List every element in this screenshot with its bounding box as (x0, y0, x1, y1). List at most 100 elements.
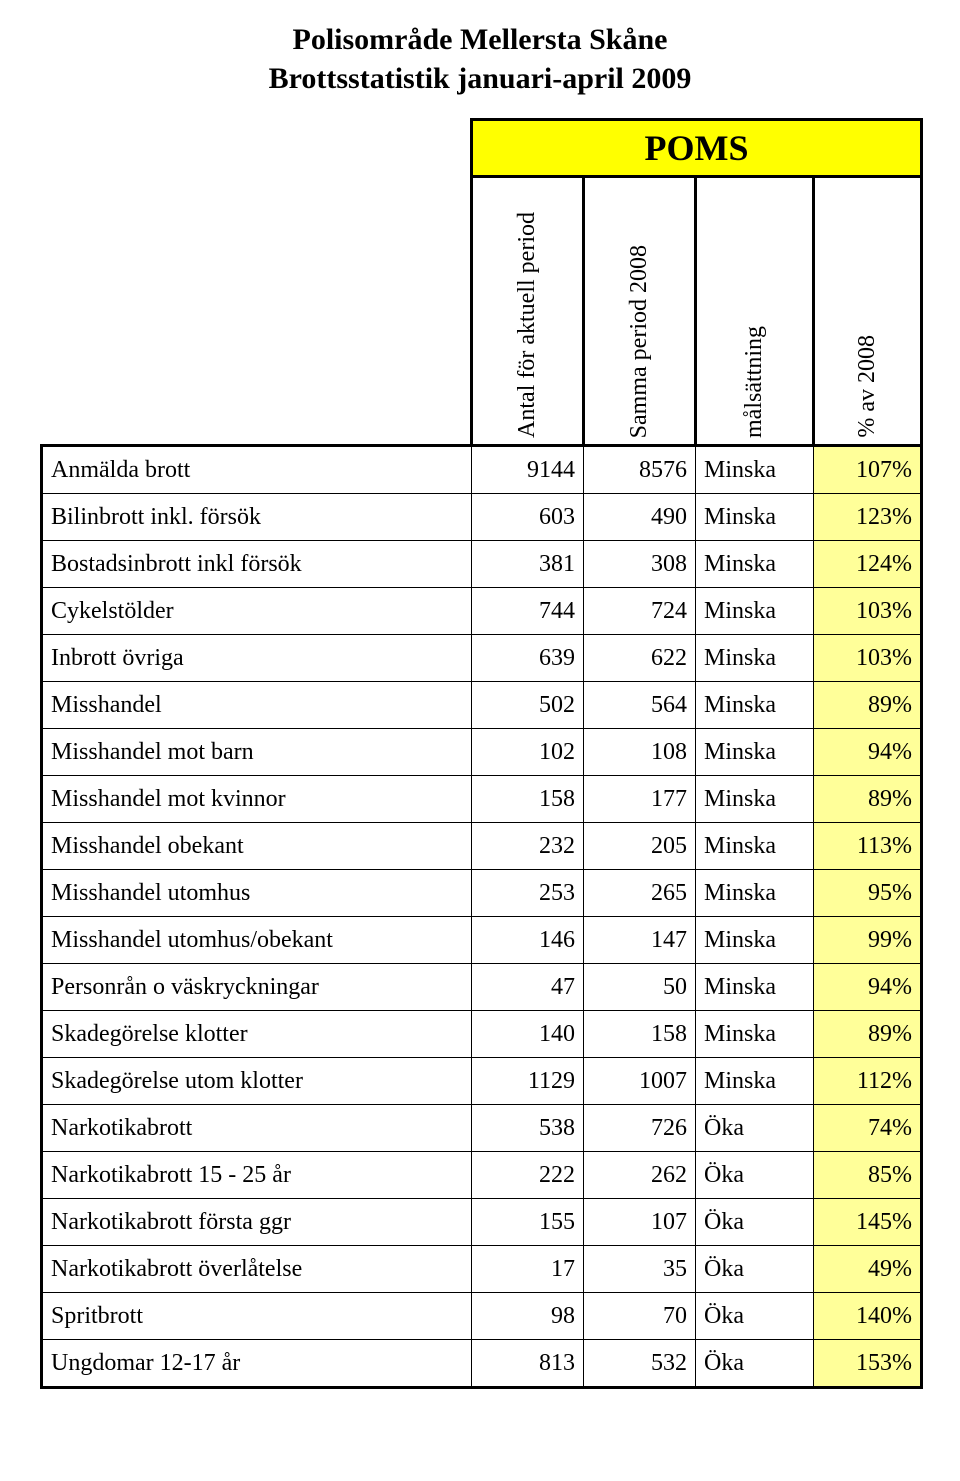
row-percent: 113% (814, 823, 922, 870)
row-value-current: 98 (472, 1293, 584, 1340)
header-blank (42, 177, 472, 446)
row-goal: Minska (696, 823, 814, 870)
row-label: Narkotikabrott överlåtelse (42, 1246, 472, 1293)
row-value-prev: 205 (584, 823, 696, 870)
row-value-current: 140 (472, 1011, 584, 1058)
row-percent: 89% (814, 682, 922, 729)
row-percent: 153% (814, 1340, 922, 1388)
header-row: Antal för aktuell period Samma period 20… (42, 177, 922, 446)
row-goal: Minska (696, 635, 814, 682)
row-value-current: 9144 (472, 446, 584, 494)
row-value-prev: 265 (584, 870, 696, 917)
header-col-3: målsättning (696, 177, 814, 446)
row-goal: Öka (696, 1340, 814, 1388)
table-row: Narkotikabrott 15 - 25 år222262Öka85% (42, 1152, 922, 1199)
row-percent: 145% (814, 1199, 922, 1246)
row-percent: 124% (814, 541, 922, 588)
row-goal: Öka (696, 1199, 814, 1246)
row-goal: Öka (696, 1293, 814, 1340)
row-value-prev: 147 (584, 917, 696, 964)
stats-table: POMS Antal för aktuell period Samma peri… (40, 118, 923, 1389)
row-goal: Minska (696, 964, 814, 1011)
row-goal: Minska (696, 1011, 814, 1058)
title-line-1: Polisområde Mellersta Skåne (40, 20, 920, 59)
row-label: Anmälda brott (42, 446, 472, 494)
table-row: Narkotikabrott första ggr155107Öka145% (42, 1199, 922, 1246)
row-value-current: 381 (472, 541, 584, 588)
row-percent: 99% (814, 917, 922, 964)
header-label: Samma period 2008 (626, 241, 653, 438)
table-row: Misshandel utomhus/obekant146147Minska99… (42, 917, 922, 964)
title-block: Polisområde Mellersta Skåne Brottsstatis… (40, 20, 920, 98)
row-percent: 140% (814, 1293, 922, 1340)
row-goal: Minska (696, 1058, 814, 1105)
table-row: Misshandel502564Minska89% (42, 682, 922, 729)
row-goal: Minska (696, 776, 814, 823)
row-percent: 103% (814, 635, 922, 682)
row-value-prev: 177 (584, 776, 696, 823)
row-percent: 95% (814, 870, 922, 917)
row-goal: Minska (696, 588, 814, 635)
banner-cell: POMS (472, 120, 922, 177)
row-label: Skadegörelse utom klotter (42, 1058, 472, 1105)
table-row: Bilinbrott inkl. försök603490Minska123% (42, 494, 922, 541)
row-percent: 103% (814, 588, 922, 635)
row-label: Bostadsinbrott inkl försök (42, 541, 472, 588)
header-label: målsättning (741, 322, 768, 438)
row-value-prev: 724 (584, 588, 696, 635)
table-row: Skadegörelse klotter140158Minska89% (42, 1011, 922, 1058)
row-value-prev: 622 (584, 635, 696, 682)
header-col-2: Samma period 2008 (584, 177, 696, 446)
row-value-current: 538 (472, 1105, 584, 1152)
header-label: Antal för aktuell period (514, 208, 541, 438)
table-row: Cykelstölder744724Minska103% (42, 588, 922, 635)
row-goal: Öka (696, 1105, 814, 1152)
row-percent: 94% (814, 964, 922, 1011)
row-value-prev: 308 (584, 541, 696, 588)
row-label: Narkotikabrott första ggr (42, 1199, 472, 1246)
row-value-current: 1129 (472, 1058, 584, 1105)
row-value-prev: 107 (584, 1199, 696, 1246)
table-row: Spritbrott9870Öka140% (42, 1293, 922, 1340)
row-label: Misshandel obekant (42, 823, 472, 870)
row-value-prev: 1007 (584, 1058, 696, 1105)
table-row: Narkotikabrott538726Öka74% (42, 1105, 922, 1152)
row-value-prev: 564 (584, 682, 696, 729)
row-value-prev: 262 (584, 1152, 696, 1199)
row-label: Misshandel (42, 682, 472, 729)
row-value-prev: 70 (584, 1293, 696, 1340)
table-row: Anmälda brott91448576Minska107% (42, 446, 922, 494)
row-goal: Minska (696, 541, 814, 588)
row-label: Misshandel utomhus (42, 870, 472, 917)
row-value-current: 813 (472, 1340, 584, 1388)
row-label: Narkotikabrott 15 - 25 år (42, 1152, 472, 1199)
row-goal: Minska (696, 682, 814, 729)
row-goal: Minska (696, 729, 814, 776)
header-col-4: % av 2008 (814, 177, 922, 446)
row-value-current: 253 (472, 870, 584, 917)
row-value-prev: 50 (584, 964, 696, 1011)
row-label: Misshandel utomhus/obekant (42, 917, 472, 964)
row-value-current: 232 (472, 823, 584, 870)
table-row: Misshandel utomhus253265Minska95% (42, 870, 922, 917)
row-label: Cykelstölder (42, 588, 472, 635)
row-percent: 49% (814, 1246, 922, 1293)
title-line-2: Brottsstatistik januari-april 2009 (40, 59, 920, 98)
table-row: Inbrott övriga639622Minska103% (42, 635, 922, 682)
table-row: Narkotikabrott överlåtelse1735Öka49% (42, 1246, 922, 1293)
table-row: Misshandel obekant232205Minska113% (42, 823, 922, 870)
row-goal: Öka (696, 1246, 814, 1293)
row-value-current: 603 (472, 494, 584, 541)
row-label: Inbrott övriga (42, 635, 472, 682)
row-value-current: 146 (472, 917, 584, 964)
row-goal: Minska (696, 494, 814, 541)
row-label: Bilinbrott inkl. försök (42, 494, 472, 541)
row-value-current: 639 (472, 635, 584, 682)
header-label: % av 2008 (854, 331, 881, 438)
table-row: Skadegörelse utom klotter11291007Minska1… (42, 1058, 922, 1105)
row-percent: 94% (814, 729, 922, 776)
row-value-current: 158 (472, 776, 584, 823)
row-goal: Minska (696, 446, 814, 494)
row-label: Skadegörelse klotter (42, 1011, 472, 1058)
row-label: Personrån o väskryckningar (42, 964, 472, 1011)
